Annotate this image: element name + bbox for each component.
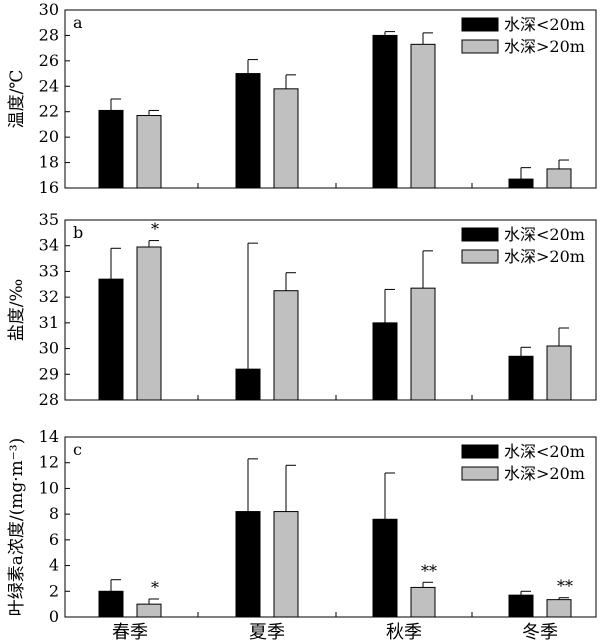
plot-frame <box>64 219 597 401</box>
bar <box>273 511 299 618</box>
y-tick-label: 20 <box>39 127 59 146</box>
panel-a: 16 18 20 22 24 26 28 30 温度/℃ a 水深<20m 水深>20m <box>7 0 597 197</box>
y-tick-label: 0 <box>49 607 59 626</box>
y-tick-label: 2 <box>49 581 59 600</box>
y-tick-label: 28 <box>39 25 59 44</box>
panel-label: c <box>73 440 82 459</box>
significance-marker: ** <box>421 561 437 580</box>
bar <box>508 355 534 401</box>
legend-label: 水深<20m <box>504 15 585 34</box>
legend-swatch <box>461 249 499 264</box>
plot-frame <box>64 436 597 618</box>
legend-swatch <box>461 39 499 54</box>
y-tick-label: 35 <box>39 210 59 229</box>
bar <box>546 599 572 618</box>
x-category-label: 夏季 <box>249 622 285 643</box>
bar <box>546 345 572 401</box>
legend-swatch <box>461 444 499 459</box>
y-tick-label: 34 <box>39 236 59 255</box>
y-tick-label: 4 <box>49 556 59 575</box>
legend-label: 水深<20m <box>504 442 585 461</box>
y-tick-label: 12 <box>39 453 59 472</box>
bar <box>410 586 436 618</box>
y-tick-label: 16 <box>39 178 59 197</box>
y-tick-label: 32 <box>39 287 59 306</box>
plot-frame <box>64 9 597 189</box>
bar <box>98 278 124 401</box>
bar <box>136 246 162 401</box>
y-tick-label: 30 <box>39 0 59 19</box>
panel-b: 28 29 30 31 32 33 34 35 盐度/‰ b * 水深<20m 水深>20m <box>7 210 597 409</box>
y-tick-label: 14 <box>39 427 59 446</box>
bar <box>273 290 299 401</box>
bar <box>98 109 124 189</box>
y-tick-label: 24 <box>39 76 59 95</box>
y-axis-label: 叶绿素a浓度/(mg·m⁻³) <box>7 438 27 616</box>
bar <box>98 590 124 618</box>
y-tick-label: 10 <box>39 478 59 497</box>
legend-swatch <box>461 17 499 32</box>
bar <box>410 287 436 401</box>
bar <box>273 88 299 189</box>
y-tick-label: 8 <box>49 504 59 523</box>
panel-label: b <box>73 223 83 242</box>
legend-label: 水深<20m <box>504 225 585 244</box>
bar <box>235 511 261 618</box>
y-tick-label: 22 <box>39 102 59 121</box>
y-tick-label: 29 <box>39 364 59 383</box>
panel-label: a <box>73 13 83 32</box>
bar <box>508 178 534 189</box>
bar <box>136 603 162 618</box>
bar <box>546 168 572 189</box>
legend-label: 水深>20m <box>504 37 585 56</box>
y-tick-label: 6 <box>49 530 59 549</box>
bar <box>410 43 436 189</box>
bar <box>235 368 261 401</box>
bar <box>235 73 261 189</box>
x-category-label: 冬季 <box>522 622 558 643</box>
x-category-label: 春季 <box>112 622 148 643</box>
legend-swatch <box>461 227 499 242</box>
y-tick-label: 33 <box>39 261 59 280</box>
x-category-label: 秋季 <box>386 622 422 643</box>
y-tick-label: 31 <box>39 313 59 332</box>
y-axis-label: 盐度/‰ <box>7 279 27 342</box>
significance-marker: * <box>151 578 159 597</box>
y-tick-label: 28 <box>39 390 59 409</box>
bar <box>136 115 162 189</box>
significance-marker: * <box>151 220 159 239</box>
significance-marker: ** <box>557 577 573 596</box>
bar <box>372 34 398 189</box>
legend-label: 水深>20m <box>504 247 585 266</box>
bar <box>372 518 398 618</box>
y-axis-label: 温度/℃ <box>7 70 27 129</box>
bar <box>372 322 398 401</box>
y-tick-label: 30 <box>39 339 59 358</box>
y-tick-label: 18 <box>39 153 59 172</box>
legend-swatch <box>461 466 499 481</box>
legend-label: 水深>20m <box>504 464 585 483</box>
bar <box>508 594 534 618</box>
y-tick-label: 26 <box>39 51 59 70</box>
